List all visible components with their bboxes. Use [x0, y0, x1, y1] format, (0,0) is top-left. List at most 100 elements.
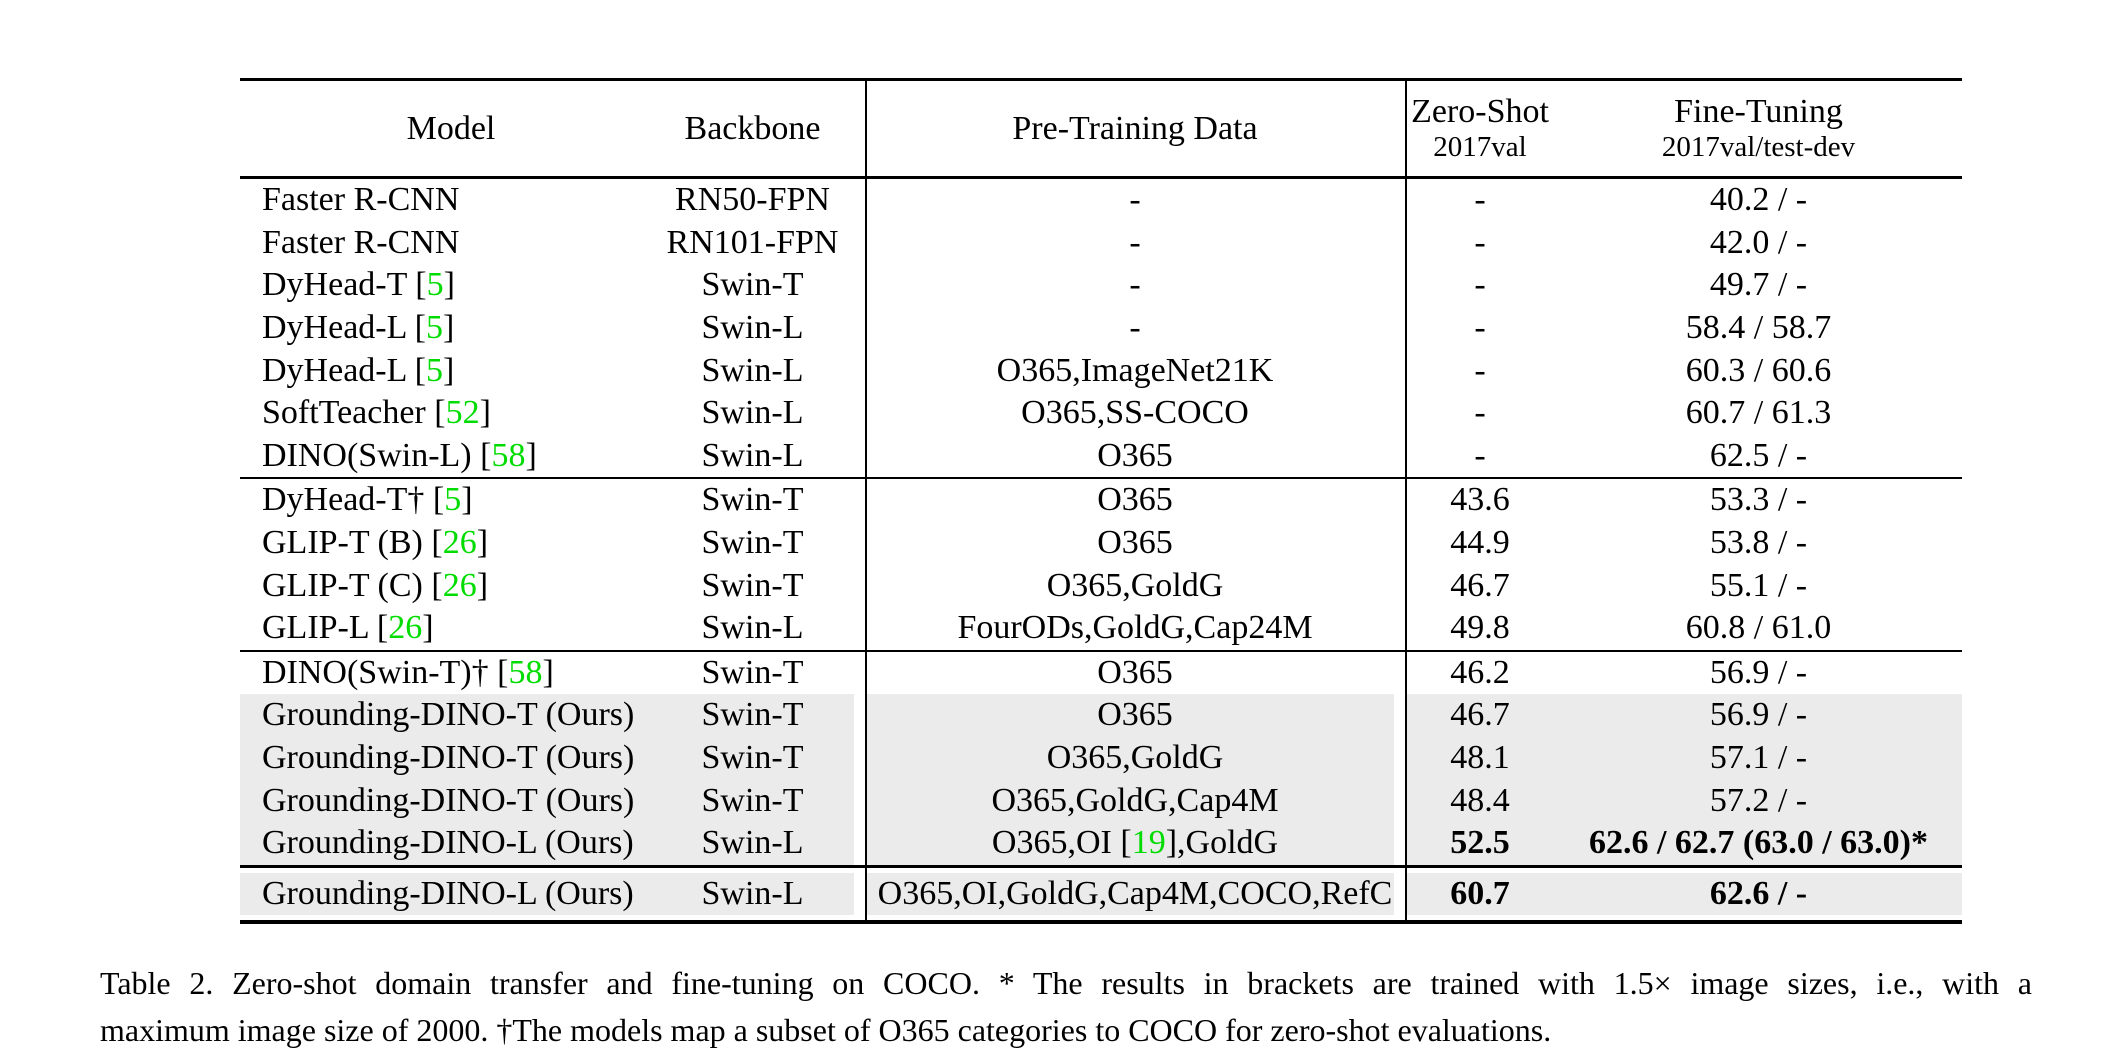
cell-zeroshot: -	[1474, 436, 1486, 474]
cell-backbone: Swin-L	[701, 351, 804, 389]
cell-finetuning: 40.2 / -	[1709, 181, 1808, 219]
cell-backbone: Swin-L	[701, 309, 804, 347]
cell-zeroshot: -	[1474, 394, 1486, 432]
table-row: Grounding-DINO-L (Ours) Swin-L O365,OI,Gol…	[240, 872, 1962, 916]
column-header-zeroshot-subtitle: 2017val	[1433, 131, 1527, 164]
cell-backbone: Swin-T	[640, 779, 865, 822]
citation-ref: 26	[442, 524, 477, 562]
cell-finetuning: 60.3 / 60.6	[1685, 351, 1832, 389]
column-header-zeroshot-title: Zero-Shot	[1411, 93, 1549, 131]
cell-model: Grounding-DINO-T (Ours)	[240, 779, 640, 822]
section-separator-rule	[240, 477, 1962, 480]
cell-zeroshot: 46.2	[1450, 653, 1510, 691]
cell-pretraining: O365	[1097, 481, 1173, 519]
citation-ref: 26	[388, 609, 423, 647]
cell-zeroshot: 60.7	[1405, 872, 1555, 916]
cell-zeroshot: -	[1474, 309, 1486, 347]
table-row: GLIP-T (B) [26] Swin-T O365 44.9 53.8 / -	[240, 522, 1962, 565]
cell-model: DyHead-T† [5]	[262, 481, 473, 519]
cell-finetuning: 57.2 / -	[1555, 779, 1962, 822]
cell-pretraining: O365,OI [19],GoldG	[865, 821, 1405, 865]
cell-zeroshot: -	[1474, 181, 1486, 219]
vertical-rule-pretraining-zeroshot	[1405, 78, 1407, 925]
cell-pretraining: -	[1129, 181, 1141, 219]
table-row: DyHead-L [5] Swin-L - - 58.4 / 58.7	[240, 307, 1962, 350]
cell-finetuning: 60.7 / 61.3	[1685, 394, 1832, 432]
column-header-zeroshot: Zero-Shot 2017val	[1405, 81, 1555, 176]
cell-model: Grounding-DINO-T (Ours)	[240, 736, 640, 780]
table-row: DyHead-T† [5] Swin-T O365 43.6 53.3 / -	[240, 479, 1962, 522]
cell-zeroshot: 46.7	[1450, 566, 1510, 604]
cell-model: DyHead-L [5]	[262, 351, 455, 389]
cell-backbone: RN50-FPN	[675, 181, 830, 219]
cell-finetuning: 55.1 / -	[1709, 566, 1808, 604]
table-row: Faster R-CNN RN101-FPN - - 42.0 / -	[240, 222, 1962, 265]
cell-backbone: Swin-T	[640, 694, 865, 737]
table-row: SoftTeacher [52] Swin-L O365,SS-COCO - 60.7 …	[240, 392, 1962, 435]
cell-pretraining: O365	[865, 694, 1405, 737]
cell-pretraining: O365,GoldG	[1046, 566, 1224, 604]
cell-pretraining: O365	[1097, 436, 1173, 474]
cell-finetuning: 56.9 / -	[1709, 653, 1808, 691]
cell-zeroshot: 48.1	[1405, 736, 1555, 780]
cell-finetuning: 49.7 / -	[1709, 266, 1808, 304]
cell-zeroshot: 52.5	[1405, 821, 1555, 865]
cell-zeroshot: -	[1474, 266, 1486, 304]
cell-backbone: Swin-L	[701, 609, 804, 647]
citation-ref: 5	[425, 351, 443, 389]
table-row: Faster R-CNN RN50-FPN - - 40.2 / -	[240, 179, 1962, 222]
table-row: Grounding-DINO-T (Ours) Swin-T O365,GoldG,…	[240, 779, 1962, 822]
cell-zeroshot: 43.6	[1450, 481, 1510, 519]
table-section-grounding-dino: DINO(Swin-T)† [58] Swin-T O365 46.2 56.9 / -…	[240, 652, 1962, 865]
cell-model: DyHead-L [5]	[262, 309, 455, 347]
citation-ref: 5	[426, 266, 444, 304]
section-separator-rule	[240, 864, 1962, 868]
citation-ref: 58	[491, 436, 526, 474]
cell-pretraining: -	[1129, 266, 1141, 304]
cell-backbone: Swin-T	[701, 481, 804, 519]
table-row: DyHead-L [5] Swin-L O365,ImageNet21K - 60.3 …	[240, 349, 1962, 392]
cell-backbone: Swin-L	[701, 394, 804, 432]
citation-ref: 52	[445, 394, 480, 432]
table-section-grounding-dino-large: Grounding-DINO-L (Ours) Swin-L O365,OI,Gol…	[240, 867, 1962, 921]
cell-model: SoftTeacher [52]	[262, 394, 491, 432]
cell-zeroshot: 46.7	[1405, 694, 1555, 737]
cell-backbone: Swin-T	[701, 524, 804, 562]
results-table: Model Backbone Pre-Training Data Zero-Sh…	[240, 78, 1962, 925]
cell-model: Grounding-DINO-L (Ours)	[240, 872, 640, 916]
table-top-rule	[240, 78, 1962, 81]
cell-pretraining: O365,GoldG,Cap4M	[865, 779, 1405, 822]
table-row: GLIP-T (C) [26] Swin-T O365,GoldG 46.7 55.1 …	[240, 564, 1962, 607]
vertical-rule-backbone-pretraining	[865, 78, 867, 925]
cell-backbone: Swin-T	[640, 736, 865, 780]
cell-model: Faster R-CNN	[262, 181, 460, 219]
cell-backbone: Swin-L	[640, 821, 865, 865]
cell-model: GLIP-T (C) [26]	[262, 566, 489, 604]
citation-ref: 26	[442, 566, 477, 604]
cell-zeroshot: 49.8	[1450, 609, 1510, 647]
cell-model: Grounding-DINO-T (Ours)	[240, 694, 640, 737]
cell-finetuning: 53.3 / -	[1709, 481, 1808, 519]
cell-zeroshot: 48.4	[1405, 779, 1555, 822]
cell-backbone: Swin-T	[701, 566, 804, 604]
cell-backbone: Swin-L	[701, 436, 804, 474]
table-row: DINO(Swin-L) [58] Swin-L O365 - 62.5 / -	[240, 435, 1962, 478]
table-section-zeroshot-baselines: DyHead-T† [5] Swin-T O365 43.6 53.3 / - GLIP-…	[240, 479, 1962, 649]
table-row: DyHead-T [5] Swin-T - - 49.7 / -	[240, 264, 1962, 307]
table-row: Grounding-DINO-L (Ours) Swin-L O365,OI [19…	[240, 821, 1962, 865]
cell-model: DINO(Swin-T)† [58]	[262, 653, 554, 691]
column-header-backbone: Backbone	[684, 109, 821, 147]
cell-zeroshot: 44.9	[1450, 524, 1510, 562]
cell-finetuning: 53.8 / -	[1709, 524, 1808, 562]
cell-zeroshot: -	[1474, 351, 1486, 389]
cell-model: GLIP-T (B) [26]	[262, 524, 489, 562]
cell-pretraining: O365,ImageNet21K	[996, 351, 1274, 389]
cell-finetuning: 56.9 / -	[1555, 694, 1962, 737]
cell-finetuning: 62.6 / -	[1555, 872, 1962, 916]
section-separator-rule	[240, 649, 1962, 652]
citation-ref: 5	[425, 309, 443, 347]
cell-model: DyHead-T [5]	[262, 266, 455, 304]
column-header-model: Model	[406, 109, 496, 147]
table-row: Grounding-DINO-T (Ours) Swin-T O365 46.7 56.…	[240, 694, 1962, 737]
citation-ref: 58	[508, 653, 543, 691]
